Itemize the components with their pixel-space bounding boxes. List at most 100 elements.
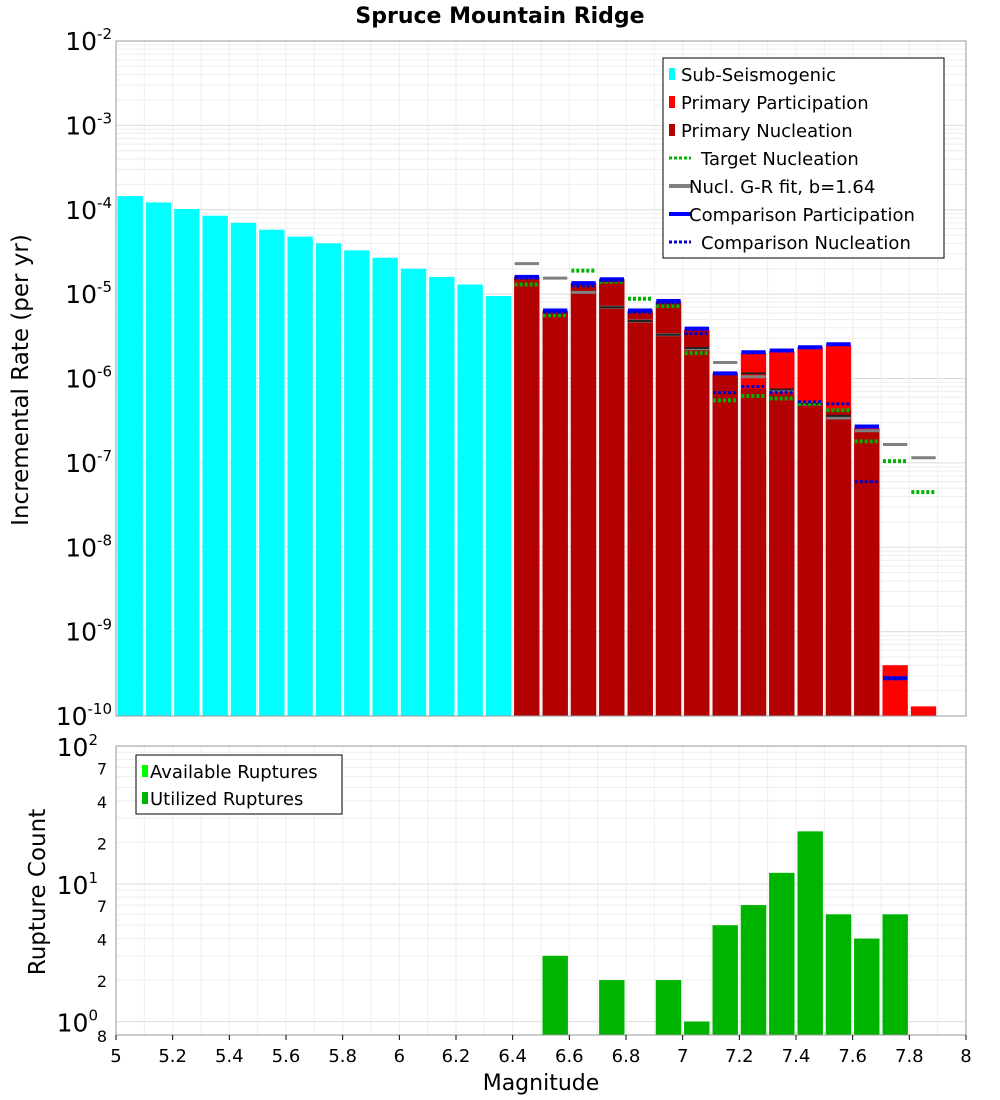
x-tick-label: 5.2	[158, 1046, 187, 1067]
bar-sub-seismogenic-5.95	[372, 257, 398, 716]
x-tick-label: 7.4	[782, 1046, 811, 1067]
count-bar-utilized-ruptures-7.45	[797, 831, 823, 1035]
count-bar-utilized-ruptures-6.75	[599, 980, 625, 1035]
count-y-minor-tick: 4	[97, 793, 107, 812]
count-y-minor-tick: 7	[97, 759, 107, 778]
rate-legend: Sub-Seismogenic Primary Participation Prim…	[662, 57, 945, 259]
bar-sub-seismogenic-5.65	[287, 236, 313, 716]
legend-swatch-2	[669, 124, 675, 136]
count-bar-utilized-ruptures-7.55	[825, 914, 852, 1035]
bar-sub-seismogenic-6.15	[429, 276, 455, 716]
count-bar-utilized-ruptures-7.35	[769, 872, 795, 1035]
magnitude-x-ticks: 5 5.2 5.4 5.6 5.8 6 6.2 6.4 6.6 6.8 7 7.2 7.4 7.6 7.8 8	[110, 1035, 972, 1067]
rate-y-axis-label: Incremental Rate (per yr)	[8, 234, 34, 526]
x-tick-label: 6.8	[612, 1046, 641, 1067]
count-bar-utilized-ruptures-7.05	[684, 1021, 710, 1035]
x-tick-label: 7	[677, 1046, 688, 1067]
rate-markers	[514, 262, 936, 681]
rate-y-tick-label: 10-8	[65, 531, 112, 562]
count-legend: Available Ruptures Utilized Ruptures	[135, 754, 343, 815]
bar-primary-nucleation-6.85	[627, 311, 653, 716]
x-tick-label: 6	[394, 1046, 405, 1067]
bar-sub-seismogenic-5.15	[145, 202, 172, 717]
legend-label-5: Comparison Participation	[689, 205, 915, 226]
count-plot-frame	[115, 745, 967, 1036]
count-legend-swatch-0	[142, 765, 148, 777]
bar-primary-nucleation-7.35	[769, 394, 795, 716]
bar-sub-seismogenic-5.45	[230, 222, 257, 716]
bar-primary-nucleation-6.95	[655, 301, 682, 716]
rate-plot-frame	[115, 40, 967, 717]
bar-sub-seismogenic-5.75	[315, 243, 342, 717]
rate-legend-box	[662, 57, 945, 259]
legend-label-3: Target Nucleation	[700, 149, 859, 170]
legend-swatch-0	[669, 68, 675, 80]
bar-sub-seismogenic-5.85	[344, 250, 370, 717]
x-tick-label: 7.2	[725, 1046, 754, 1067]
bar-primary-nucleation-7.05	[684, 329, 710, 716]
bar-primary-nucleation-7.55	[825, 410, 852, 716]
x-tick-label: 8	[960, 1046, 971, 1067]
rate-panel: 10-10 10-9 10-8 10-7 10-6 10-5 10-4 10-3 10-2 In…	[8, 25, 967, 731]
bar-primary-nucleation-7.65	[854, 429, 880, 716]
bar-primary-nucleation-7.25	[740, 389, 767, 716]
count-y-major-tick: 100	[57, 1007, 98, 1038]
rate-y-tick-label: 10-4	[65, 194, 112, 225]
count-y-minor-tick: 8	[97, 1027, 107, 1046]
x-tick-label: 7.6	[838, 1046, 867, 1067]
x-tick-label: 6.2	[442, 1046, 471, 1067]
chart-title: Spruce Mountain Ridge	[355, 4, 644, 29]
x-tick-label: 5	[110, 1046, 121, 1067]
x-tick-label: 7.8	[895, 1046, 924, 1067]
count-legend-box	[135, 754, 343, 815]
bar-primary-participation-7.75	[882, 665, 908, 716]
count-bar-utilized-ruptures-6.55	[542, 955, 568, 1035]
bar-sub-seismogenic-6.05	[400, 268, 427, 716]
count-bar-utilized-ruptures-7.25	[740, 905, 767, 1035]
x-tick-label: 6.4	[498, 1046, 527, 1067]
x-tick-label: 6.6	[555, 1046, 584, 1067]
count-y-ticks: 8 2 4 7 2 4 7 100 101 102	[57, 731, 107, 1046]
rate-bars	[117, 196, 937, 717]
count-y-minor-tick: 7	[97, 897, 107, 916]
count-bar-utilized-ruptures-6.95	[655, 980, 682, 1035]
count-legend-label-0: Available Ruptures	[150, 762, 318, 783]
legend-label-4: Nucl. G-R fit, b=1.64	[689, 177, 875, 198]
rate-y-ticks: 10-10 10-9 10-8 10-7 10-6 10-5 10-4 10-3 10-2	[56, 25, 112, 731]
rate-y-tick-label: 10-9	[65, 616, 112, 647]
count-bar-utilized-ruptures-7.15	[712, 925, 738, 1035]
bar-sub-seismogenic-6.25	[457, 284, 483, 716]
rate-y-tick-label: 10-7	[65, 447, 112, 478]
count-y-major-tick: 102	[57, 731, 98, 762]
legend-label-2: Primary Nucleation	[681, 121, 853, 142]
count-bars	[542, 831, 908, 1035]
x-tick-label: 5.4	[215, 1046, 244, 1067]
bar-sub-seismogenic-5.35	[202, 215, 228, 717]
count-y-minor-tick: 4	[97, 931, 107, 950]
count-legend-label-1: Utilized Ruptures	[150, 789, 303, 810]
count-y-minor-tick: 2	[97, 834, 107, 853]
bar-sub-seismogenic-5.25	[174, 209, 200, 716]
count-y-minor-tick: 2	[97, 972, 107, 991]
rate-y-tick-label: 10-2	[65, 25, 112, 56]
count-bar-utilized-ruptures-7.65	[854, 938, 880, 1035]
rate-y-tick-label: 10-3	[65, 109, 112, 140]
count-y-axis-label: Rupture Count	[25, 809, 51, 975]
bar-primary-participation-7.85	[910, 706, 937, 716]
bar-primary-nucleation-7.45	[797, 402, 823, 716]
rate-y-tick-label: 10-6	[65, 363, 112, 394]
legend-label-6: Comparison Nucleation	[701, 233, 911, 254]
count-bar-utilized-ruptures-7.75	[882, 914, 908, 1035]
bar-sub-seismogenic-5.05	[117, 196, 143, 716]
count-y-major-tick: 101	[57, 869, 98, 900]
rate-y-tick-label: 10-5	[65, 278, 112, 309]
legend-label-1: Primary Participation	[681, 93, 869, 114]
legend-swatch-1	[669, 96, 675, 108]
bar-sub-seismogenic-5.55	[259, 229, 285, 717]
legend-label-0: Sub-Seismogenic	[681, 65, 836, 86]
x-tick-label: 5.8	[328, 1046, 357, 1067]
rupture-count-panel: 8 2 4 7 2 4 7 100 101 102 5 5.2 5.4 5.6 5.8 6 6.2 6.4 6.6…	[25, 731, 972, 1096]
x-axis-label: Magnitude	[483, 1071, 600, 1096]
x-tick-label: 5.6	[272, 1046, 301, 1067]
